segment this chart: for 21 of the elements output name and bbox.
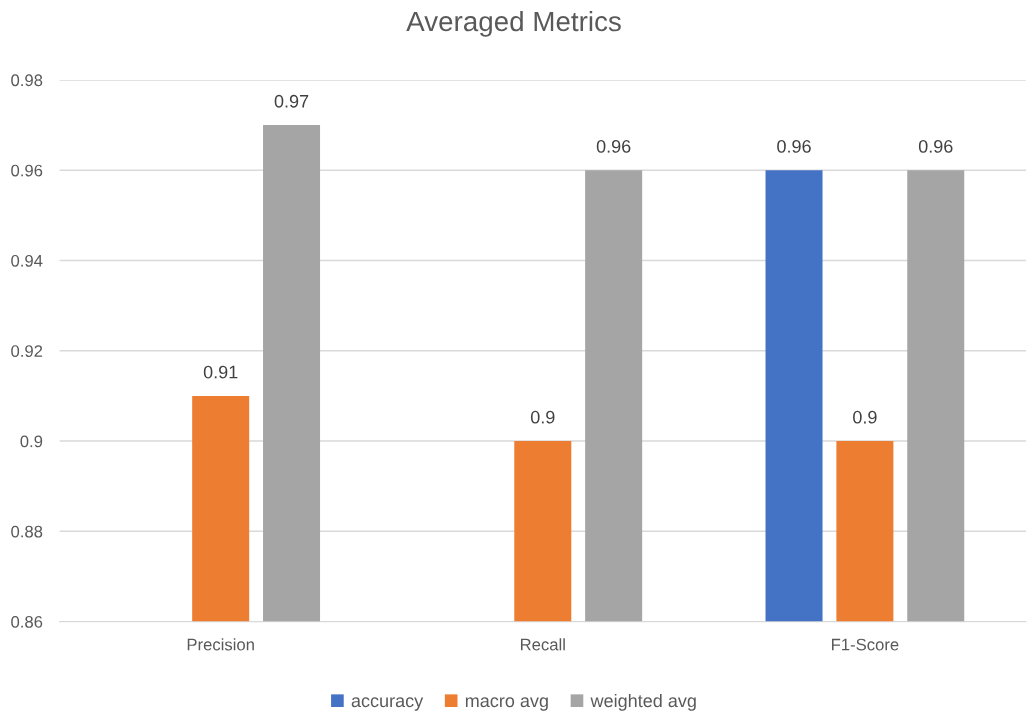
legend-label: weighted avg (590, 693, 696, 711)
legend-label: macro avg (465, 697, 548, 711)
y-tick-label: 0.88 (11, 525, 43, 538)
y-tick-label: 0.98 (11, 74, 43, 87)
data-label: 0.9 (853, 410, 877, 424)
data-label: 0.96 (918, 140, 953, 153)
y-tick-label: 0.96 (11, 164, 43, 177)
legend-label: accuracy (351, 697, 424, 711)
chart-title: Averaged Metrics (406, 10, 621, 37)
y-tick-label: 0.94 (11, 254, 43, 267)
x-tick-label: F1-Score (831, 638, 899, 651)
x-tick-label: Recall (520, 638, 565, 651)
data-label: 0.91 (203, 365, 238, 379)
y-tick-label: 0.9 (20, 435, 43, 448)
y-tick-label: 0.86 (11, 615, 43, 628)
data-label: 0.96 (777, 140, 811, 153)
data-label: 0.97 (274, 94, 309, 108)
data-label: 0.96 (596, 140, 631, 153)
y-tick-label: 0.92 (11, 345, 43, 357)
x-tick-label: Precision (187, 638, 254, 651)
data-label: 0.9 (530, 410, 555, 424)
